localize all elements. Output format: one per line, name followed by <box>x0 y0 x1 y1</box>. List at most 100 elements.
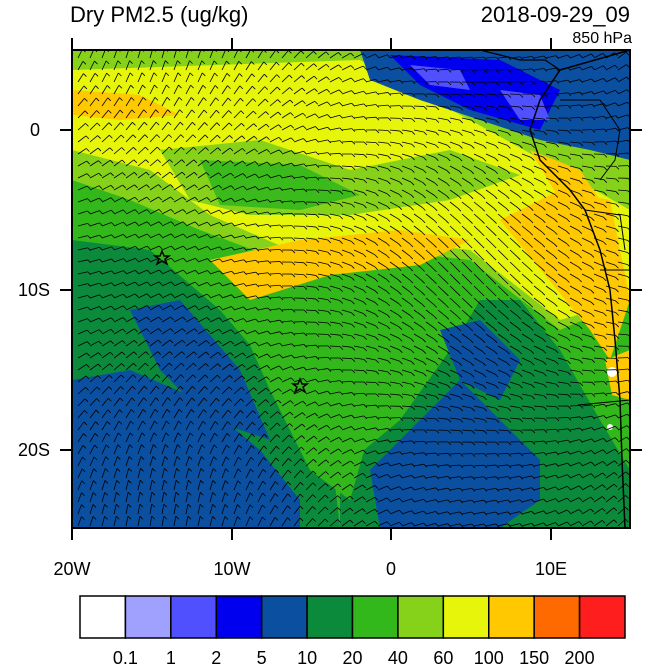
wind-barb-flag <box>362 301 367 306</box>
wind-barb-flag <box>566 509 571 514</box>
wind-barb <box>581 309 592 315</box>
wind-barb-flag <box>601 520 606 524</box>
wind-barb <box>341 165 353 168</box>
colorbar: 0.1 1 2 5 10 20 40 60 100 150 200 <box>79 595 626 667</box>
wind-barb-flag <box>398 206 403 210</box>
wind-barb-flag <box>274 493 279 497</box>
wind-barb-flag <box>351 358 356 362</box>
wind-barb <box>257 199 268 203</box>
wind-barb <box>569 66 580 71</box>
wind-barb-flag <box>387 428 392 432</box>
wind-barb <box>185 257 196 263</box>
wind-barb-flag <box>267 296 272 300</box>
wind-barb-flag <box>179 109 183 114</box>
wind-barb <box>413 393 424 397</box>
wind-barb <box>485 357 495 364</box>
wind-barb <box>593 213 604 218</box>
wind-barb <box>485 129 496 134</box>
wind-barb <box>221 317 232 323</box>
wind-barb <box>557 474 568 479</box>
wind-barb-flag <box>192 122 196 126</box>
wind-barb-flag <box>529 207 534 211</box>
wind-barb <box>173 444 178 455</box>
wind-barb <box>545 177 556 183</box>
wind-barb <box>221 246 232 251</box>
wind-barb <box>365 177 376 182</box>
wind-barb <box>377 285 387 292</box>
wind-barb <box>425 189 435 196</box>
wind-barb-flag <box>170 281 175 286</box>
wind-barb-flag <box>399 440 404 444</box>
wind-barb-flag <box>123 258 127 262</box>
wind-barb <box>557 416 569 419</box>
wind-barb-flag <box>229 375 233 379</box>
wind-barb-flag <box>224 492 229 496</box>
wind-barb-flag <box>242 173 247 177</box>
wind-barb-flag <box>188 456 193 460</box>
wind-barb-flag <box>128 480 132 484</box>
wind-barb <box>137 397 144 407</box>
wind-barb-flag <box>180 362 185 367</box>
wind-barb-flag <box>447 396 451 400</box>
wind-barb <box>545 285 555 293</box>
wind-barb-flag <box>615 228 619 233</box>
wind-barb <box>413 321 423 328</box>
wind-barb <box>593 261 604 267</box>
wind-barb-flag <box>314 401 319 406</box>
wind-barb <box>557 309 567 316</box>
wind-barb <box>149 72 155 83</box>
wind-barb <box>569 462 580 467</box>
wind-barb-flag <box>219 258 223 263</box>
wind-barb-flag <box>134 221 139 226</box>
wind-barb <box>257 387 267 395</box>
wind-barb-flag <box>434 339 438 343</box>
wind-barb-flag <box>471 56 476 61</box>
wind-barb <box>545 405 557 408</box>
wind-barb <box>185 386 193 395</box>
wind-barb-flag <box>193 351 198 356</box>
wind-barb-flag <box>480 256 485 261</box>
wind-barb-flag <box>447 464 452 469</box>
wind-barb-flag <box>470 183 474 187</box>
wind-barb-flag <box>93 468 97 472</box>
wind-barb-flag <box>146 209 151 213</box>
wind-barb-flag <box>266 136 270 141</box>
wind-barb <box>617 101 628 107</box>
wind-barb <box>401 474 412 479</box>
wind-barb <box>581 165 592 169</box>
wind-barb-flag <box>219 282 223 286</box>
wind-barb-flag <box>121 363 125 367</box>
wind-barb <box>113 258 124 263</box>
wind-barb-flag <box>530 350 535 354</box>
wind-barb-flag <box>614 425 619 430</box>
wind-barb-flag <box>578 290 583 295</box>
wind-barb-flag <box>327 114 331 118</box>
wind-barb <box>125 84 132 95</box>
wind-barb <box>269 505 276 515</box>
wind-barb <box>353 472 363 479</box>
wind-barb-flag <box>303 138 307 142</box>
wind-barb <box>509 309 519 317</box>
wind-barb-flag <box>251 445 255 449</box>
wind-barb-flag <box>555 92 560 97</box>
wind-barb-flag <box>86 173 91 177</box>
wind-barb-flag <box>446 373 451 378</box>
wind-barb-flag <box>325 482 329 487</box>
wind-barb-flag <box>554 303 558 307</box>
wind-barb-flag <box>339 357 344 362</box>
wind-barb <box>197 305 208 311</box>
wind-barb-flag <box>555 451 560 456</box>
wind-barb-flag <box>615 346 620 351</box>
wind-barb <box>545 463 556 467</box>
wind-barb <box>497 345 507 352</box>
wind-barb-flag <box>579 54 583 58</box>
wind-barb-flag <box>265 399 269 403</box>
wind-barb-flag <box>603 216 607 221</box>
wind-barb-flag <box>189 432 194 437</box>
wind-barb <box>509 117 520 121</box>
wind-barb-flag <box>471 419 476 423</box>
wind-barb-flag <box>109 374 113 379</box>
wind-barb-flag <box>493 207 498 212</box>
wind-barb-flag <box>567 168 571 173</box>
